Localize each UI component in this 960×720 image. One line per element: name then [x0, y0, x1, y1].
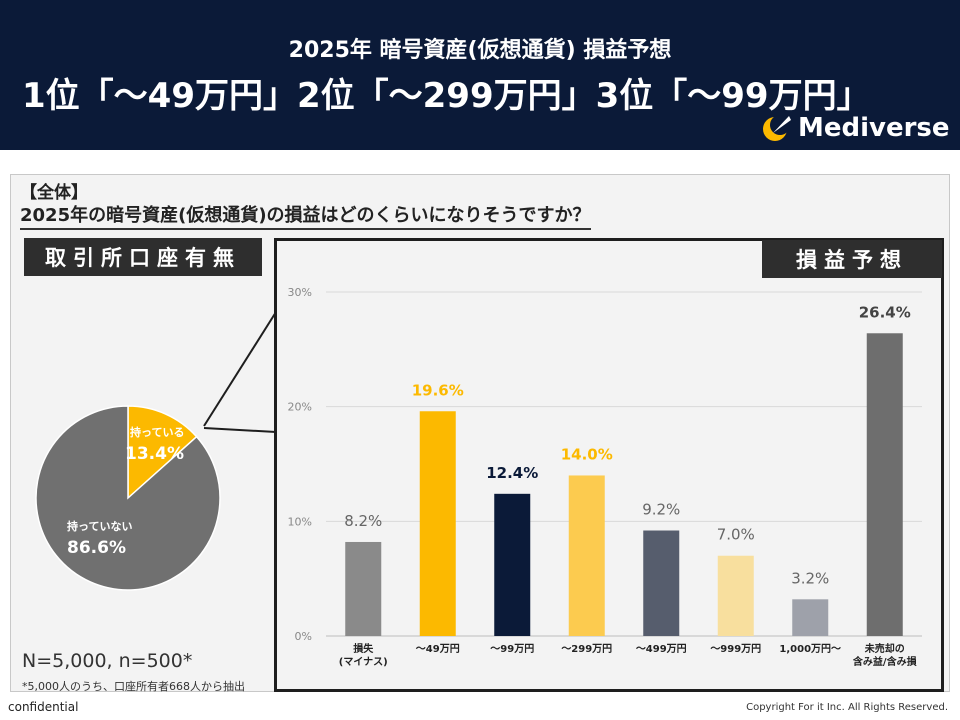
header-subtitle: 2025年 暗号資産(仮想通貨) 損益予想 — [288, 38, 672, 63]
data-label-7: 26.4% — [859, 303, 911, 321]
y-tick-label: 30% — [288, 286, 312, 299]
logo-text: Mediverse — [798, 113, 950, 143]
category-label-6: 1,000万円～ — [779, 643, 841, 655]
data-label-4: 9.2% — [642, 501, 680, 519]
category-label-0: 損失 — [353, 642, 374, 655]
data-label-1: 19.6% — [412, 381, 464, 399]
category-label-3: ～299万円 — [561, 643, 612, 655]
pie-slice-0 — [127, 405, 198, 500]
sample-footnote: *5,000人のうち、口座所有者668人から抽出 — [22, 680, 245, 693]
y-tick-label: 10% — [288, 515, 312, 528]
bar-7 — [866, 333, 903, 636]
header-banner: 2025年 暗号資産(仮想通貨) 損益予想 1位「～49万円」2位「～299万円… — [0, 0, 960, 150]
pie-chart: 持っている 13.4% 持っていない 86.6% — [35, 405, 221, 591]
category-label-2: ～99万円 — [490, 643, 534, 655]
bar-4 — [643, 530, 680, 636]
header-title: 1位「～49万円」2位「～299万円」3位「～99万円」 — [22, 76, 871, 116]
pie-label-non-owner: 持っていない — [67, 519, 132, 533]
y-tick-label: 0% — [295, 630, 312, 643]
category-label-4: ～499万円 — [636, 643, 687, 655]
pie-section-label: 取引所口座有無 — [24, 238, 262, 276]
logo-moon-icon — [763, 115, 791, 141]
bar-section-label: 損益予想 — [762, 240, 942, 278]
bar-5 — [717, 555, 754, 636]
sample-size: N=5,000, n=500* — [22, 650, 193, 672]
bar-3 — [568, 475, 605, 636]
pie-value-owner: 13.4% — [125, 444, 184, 464]
category-label-7: 含み益/含み損 — [853, 655, 918, 668]
bar-chart: 0% 10% 20% 30% 8.2% 損失(マイナス) 19.6% ～49万円 12.4% ～9… — [288, 286, 922, 668]
data-label-0: 8.2% — [344, 512, 382, 530]
survey-question: 2025年の暗号資産(仮想通貨)の損益はどのくらいになりそうですか？ — [20, 204, 591, 230]
segment-tag: 【全体】 — [20, 183, 88, 203]
bar-1 — [419, 411, 456, 636]
pie-value-non-owner: 86.6% — [67, 538, 126, 558]
data-label-2: 12.4% — [486, 464, 538, 482]
pie-slice-1 — [35, 405, 221, 591]
callout-line-top — [203, 311, 277, 427]
category-label-1: ～49万円 — [416, 643, 460, 655]
data-label-6: 3.2% — [791, 569, 829, 587]
category-label-5: ～999万円 — [710, 643, 761, 655]
bar-6 — [792, 599, 829, 636]
confidential-label: confidential — [8, 700, 79, 714]
pie-label-owner: 持っている — [130, 425, 184, 439]
category-label-0: (マイナス) — [339, 656, 388, 668]
callout-line-bottom — [203, 427, 277, 433]
category-label-7: 未売却の — [864, 642, 905, 655]
data-label-5: 7.0% — [717, 526, 755, 544]
bar-chart-frame — [274, 238, 944, 692]
y-tick-label: 20% — [288, 401, 312, 414]
copyright-text: Copyright For it Inc. All Rights Reserve… — [746, 702, 948, 713]
bar-2 — [494, 493, 531, 636]
brand-logo: Mediverse — [760, 110, 950, 146]
bar-0 — [345, 541, 382, 636]
data-label-3: 14.0% — [561, 445, 613, 463]
